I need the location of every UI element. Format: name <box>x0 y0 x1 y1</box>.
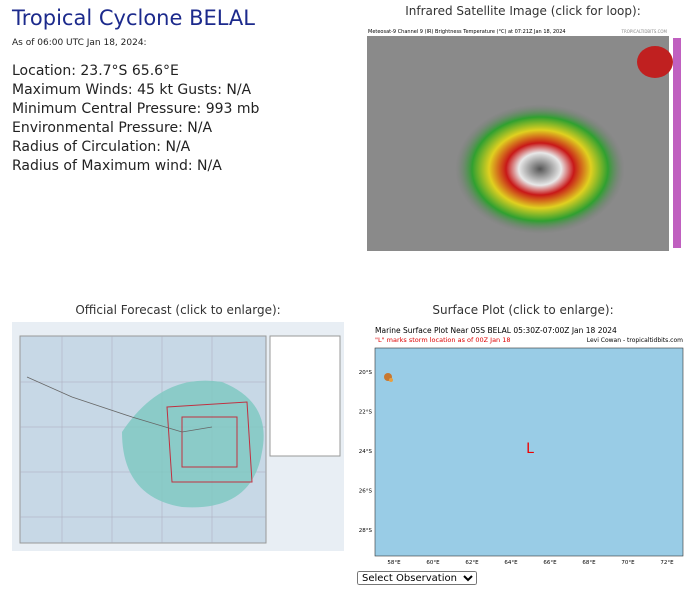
image-title: Meteosat-9 Channel 9 (IR) Brightness Tem… <box>368 29 566 35</box>
lat-labels: 20°S 22°S 24°S 26°S 28°S <box>359 370 373 534</box>
lat-label: 20°S <box>359 370 373 376</box>
lon-label: 58°E <box>387 560 401 566</box>
observation-select[interactable]: Select Observation Time... <box>357 571 477 585</box>
surface-image[interactable]: Marine Surface Plot Near 05S BELAL 05:30… <box>355 322 691 567</box>
lon-label: 72°E <box>660 560 674 566</box>
plot-subtitle: "L" marks storm location as of 00Z Jan 1… <box>375 336 511 344</box>
forecast-heading: Official Forecast (click to enlarge): <box>75 303 281 317</box>
surface-heading: Surface Plot (click to enlarge): <box>432 303 614 317</box>
lon-label: 60°E <box>426 560 440 566</box>
forecast-image[interactable] <box>12 322 344 551</box>
lon-label: 66°E <box>543 560 557 566</box>
as-of: As of 06:00 UTC Jan 18, 2024: <box>12 38 147 48</box>
info-line: Radius of Circulation: N/A <box>12 139 191 155</box>
info-line: Maximum Winds: 45 kt Gusts: N/A <box>12 82 252 98</box>
lon-label: 64°E <box>504 560 518 566</box>
lat-label: 26°S <box>359 489 373 495</box>
lon-label: 68°E <box>582 560 596 566</box>
storm-title: Tropical Cyclone BELAL <box>12 6 255 30</box>
lat-label: 24°S <box>359 449 373 455</box>
satellite-image[interactable]: Meteosat-9 Channel 9 (IR) Brightness Tem… <box>355 24 690 256</box>
info-line: Minimum Central Pressure: 993 mb <box>12 101 260 117</box>
lat-label: 28°S <box>359 528 373 534</box>
lon-label: 70°E <box>621 560 635 566</box>
lat-label: 22°S <box>359 410 373 416</box>
satellite-heading: Infrared Satellite Image (click for loop… <box>405 4 641 18</box>
plot-credit: Levi Cowan - tropicaltidbits.com <box>587 337 683 344</box>
storm-marker: L <box>526 441 534 457</box>
info-line: Radius of Maximum wind: N/A <box>12 158 222 174</box>
lon-labels: 58°E 60°E 62°E 64°E 66°E 68°E 70°E 72°E <box>387 560 674 566</box>
image-credit: TROPICALTIDBITS.COM <box>621 29 668 34</box>
plot-title: Marine Surface Plot Near 05S BELAL 05:30… <box>375 326 617 335</box>
info-line: Location: 23.7°S 65.6°E <box>12 63 179 79</box>
info-line: Environmental Pressure: N/A <box>12 120 213 136</box>
lon-label: 62°E <box>465 560 479 566</box>
info-list: Location: 23.7°S 65.6°E Maximum Winds: 4… <box>12 62 259 176</box>
